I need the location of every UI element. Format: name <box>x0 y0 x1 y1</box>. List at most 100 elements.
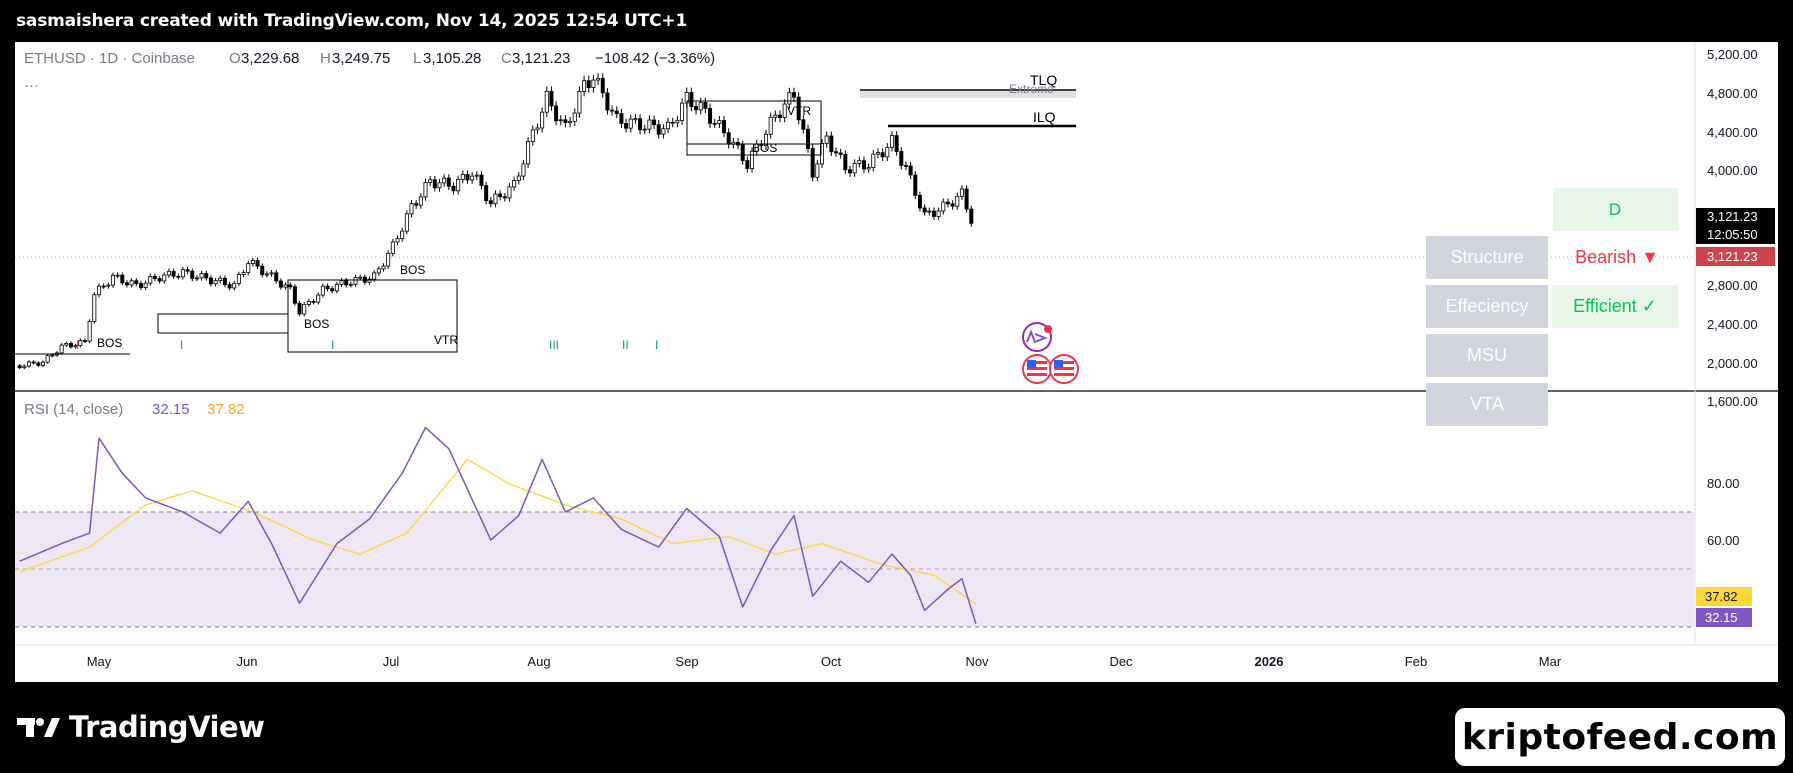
vta-cell <box>1426 383 1548 426</box>
candle-body <box>945 201 950 205</box>
more-options[interactable]: ··· <box>24 77 39 94</box>
time-label-jun: Jun <box>237 654 258 669</box>
candle-body <box>451 185 456 192</box>
tradingview-logo[interactable]: TradingView <box>17 710 265 744</box>
candle-body <box>325 285 330 290</box>
candle-body <box>689 92 694 107</box>
candle-body <box>740 144 745 161</box>
candle-body <box>824 135 829 144</box>
candle-body <box>157 278 162 282</box>
indicator-table: D Structure Bearish ▼ Effeciency Efficie… <box>1426 188 1678 426</box>
candle-body <box>236 274 241 284</box>
candle-body <box>591 79 596 88</box>
time-label-nov: Nov <box>965 654 989 669</box>
chart-canvas[interactable]: BOS BOS BOS VTR VTR BOS Extreme TLQ ILQ … <box>15 42 1778 682</box>
time-label-jul: Jul <box>383 654 400 669</box>
candle-body <box>50 354 55 357</box>
candle-body <box>474 174 479 177</box>
time-axis[interactable]: May Jun Jul Aug Sep Oct Nov Dec 2026 Feb… <box>87 654 1562 669</box>
candle-body <box>246 263 251 273</box>
candle-body <box>894 135 899 152</box>
candle-body <box>521 163 526 177</box>
top-bar: sasmaishera created with TradingView.com… <box>0 0 1793 42</box>
candle-body <box>745 160 750 169</box>
candle-body <box>134 280 139 285</box>
candle-body <box>661 128 666 135</box>
candle-body <box>913 174 918 196</box>
rsi-title[interactable]: RSI (14, close) <box>24 401 123 418</box>
vtr-label-1: VTR <box>434 333 458 347</box>
symbol-title[interactable]: ETHUSD · 1D · Coinbase <box>24 50 195 67</box>
candle-body <box>917 194 922 209</box>
candle-body <box>493 193 498 205</box>
us-flag-event-icon[interactable] <box>1022 354 1052 384</box>
candle-body <box>642 128 647 131</box>
candle-body <box>927 210 932 213</box>
candle-body <box>782 103 787 118</box>
candle-body <box>358 276 363 279</box>
candle-body <box>26 361 31 367</box>
efficiency-value: Efficient ✓ <box>1573 296 1657 316</box>
candle-body <box>596 77 601 81</box>
candle-body <box>222 277 227 286</box>
candle-body <box>470 175 475 181</box>
candle-body <box>31 361 36 364</box>
candle-body <box>129 280 134 286</box>
roman-mark-5: I <box>655 338 658 352</box>
candle-body <box>106 284 111 287</box>
candle-body <box>176 275 181 278</box>
candle-body <box>726 132 731 145</box>
us-flag-event-icon-2[interactable] <box>1049 354 1079 384</box>
price-pane[interactable] <box>15 42 1695 390</box>
candle-body <box>572 112 577 122</box>
time-label-may: May <box>87 654 112 669</box>
candle-body <box>297 302 302 315</box>
candle-body <box>418 196 423 206</box>
candle-body <box>194 277 199 280</box>
roman-mark-3: III <box>549 338 559 352</box>
roman-mark-4: II <box>622 338 629 352</box>
candle-body <box>381 265 386 270</box>
rsi-axis[interactable]: 80.00 60.00 <box>1707 476 1740 548</box>
candle-body <box>260 265 265 276</box>
candle-body <box>638 118 643 131</box>
candle-body <box>936 210 941 217</box>
candle-body <box>778 114 783 118</box>
price-tick-7: 2,400.00 <box>1707 317 1758 332</box>
price-tick-4: 4,000.00 <box>1707 163 1758 178</box>
candle-body <box>479 174 484 186</box>
timeframe-cell <box>1553 188 1678 231</box>
candle-body <box>871 153 876 168</box>
candle-body <box>339 280 344 285</box>
candle-body <box>120 274 125 284</box>
candle-body <box>423 182 428 198</box>
candle-body <box>838 152 843 155</box>
symbol-legend[interactable]: ETHUSD · 1D · Coinbase O 3,229.68 H 3,24… <box>24 50 715 94</box>
candle-body <box>87 321 92 342</box>
candle-body <box>414 203 419 206</box>
candle-body <box>899 151 904 166</box>
ai-sparkle-icon[interactable] <box>1022 322 1052 352</box>
candle-body <box>353 277 358 285</box>
candle-body <box>558 119 563 122</box>
candle-body <box>213 280 218 285</box>
candle-body <box>875 152 880 155</box>
candle-body <box>124 282 129 286</box>
candle-body <box>885 146 890 158</box>
bos-label-2: BOS <box>304 317 329 331</box>
time-label-2026: 2026 <box>1255 654 1284 669</box>
candle-body <box>274 272 279 282</box>
close-label: C <box>501 50 512 67</box>
candle-body <box>852 163 857 174</box>
candle-body <box>208 277 213 285</box>
bos-label-4: BOS <box>752 141 777 155</box>
extreme-zone <box>860 91 1076 98</box>
candle-body <box>857 160 862 164</box>
candle-body <box>465 174 470 181</box>
price-axis[interactable]: 5,200.00 4,800.00 4,400.00 4,000.00 2,80… <box>1707 47 1758 409</box>
candle-body <box>908 165 913 176</box>
candle-body <box>283 284 288 288</box>
candle-body <box>278 280 283 288</box>
candle-body <box>409 203 414 215</box>
candle-body <box>610 109 615 112</box>
